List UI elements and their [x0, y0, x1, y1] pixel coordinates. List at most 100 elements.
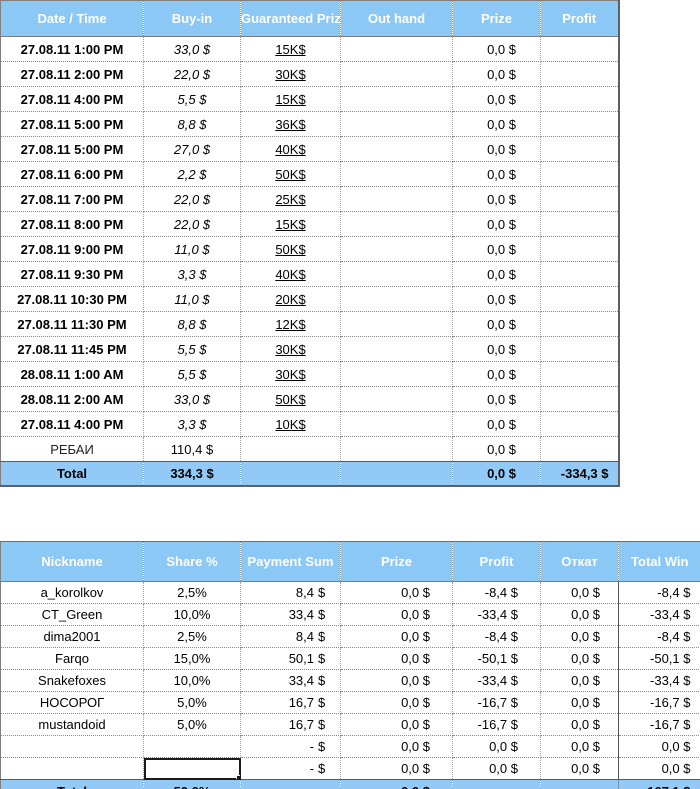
guarantee-link[interactable]: 12K$ — [275, 316, 306, 332]
cell-total-win[interactable]: -33,4 $ — [618, 669, 700, 692]
cell-prize[interactable]: 0,0 $ — [340, 691, 453, 714]
rebuy-row[interactable]: РЕБАИ 110,4 $ 0,0 $ — [0, 436, 619, 462]
cell-buy-in[interactable]: 5,5 $ — [143, 361, 241, 387]
cell-rebuy-prize[interactable]: 0,0 $ — [452, 436, 541, 462]
cell-guaranteed-prize[interactable]: 20K$ — [240, 286, 341, 312]
cell-date-time[interactable]: 27.08.11 2:00 PM — [0, 61, 144, 87]
cell-nickname[interactable]: mustandoid — [0, 713, 144, 736]
cell-buy-in[interactable]: 33,0 $ — [143, 36, 241, 62]
cell-out-hand[interactable] — [340, 311, 453, 337]
table-row[interactable]: - $ 0,0 $ 0,0 $ 0,0 $ 0,0 $ — [0, 735, 700, 758]
cell-otkat[interactable]: 0,0 $ — [540, 669, 619, 692]
table-row[interactable]: 27.08.11 5:00 PM 8,8 $ 36K$ 0,0 $ — [0, 111, 619, 137]
cell-rebuy-amount[interactable]: 110,4 $ — [143, 436, 241, 462]
cell-total-otkat[interactable] — [540, 779, 619, 789]
cell-out-hand[interactable] — [340, 36, 453, 62]
cell-profit[interactable]: -16,7 $ — [452, 713, 541, 736]
cell-out-hand[interactable] — [340, 61, 453, 87]
cell-buy-in[interactable]: 2,2 $ — [143, 161, 241, 187]
guarantee-link[interactable]: 15K$ — [275, 41, 306, 57]
cell-guaranteed-prize[interactable]: 30K$ — [240, 336, 341, 362]
guarantee-link[interactable]: 30K$ — [275, 341, 306, 357]
table-row[interactable]: 28.08.11 1:00 AM 5,5 $ 30K$ 0,0 $ — [0, 361, 619, 387]
cell-buy-in[interactable]: 8,8 $ — [143, 111, 241, 137]
cell-total-win[interactable]: -8,4 $ — [618, 581, 700, 604]
cell-date-time[interactable]: 28.08.11 1:00 AM — [0, 361, 144, 387]
cell-out-hand[interactable] — [340, 211, 453, 237]
cell-otkat[interactable]: 0,0 $ — [540, 603, 619, 626]
col-header-date-time[interactable]: Date / Time — [0, 0, 144, 37]
cell-share[interactable]: 10,0% — [143, 669, 241, 692]
cell-total-win[interactable]: -16,7 $ — [618, 713, 700, 736]
cell-payment-sum[interactable]: 8,4 $ — [240, 625, 341, 648]
cell-out-hand[interactable] — [340, 161, 453, 187]
cell-prize[interactable]: 0,0 $ — [452, 186, 541, 212]
cell-buy-in[interactable]: 22,0 $ — [143, 211, 241, 237]
cell-date-time[interactable]: 27.08.11 11:30 PM — [0, 311, 144, 337]
cell-guaranteed-prize[interactable]: 50K$ — [240, 236, 341, 262]
col-header-out-hand[interactable]: Out hand — [340, 0, 453, 37]
cell-profit[interactable] — [540, 336, 619, 362]
cell-total-win[interactable]: -33,4 $ — [618, 603, 700, 626]
cell-profit[interactable]: 0,0 $ — [452, 735, 541, 758]
cell-prize[interactable]: 0,0 $ — [340, 669, 453, 692]
cell-profit[interactable] — [540, 111, 619, 137]
cell-date-time[interactable]: 27.08.11 5:00 PM — [0, 111, 144, 137]
cell-guaranteed-prize[interactable]: 10K$ — [240, 411, 341, 437]
cell-profit[interactable]: -16,7 $ — [452, 691, 541, 714]
table-row[interactable]: 28.08.11 2:00 AM 33,0 $ 50K$ 0,0 $ — [0, 386, 619, 412]
cell-profit[interactable] — [540, 311, 619, 337]
table-row[interactable]: - $ 0,0 $ 0,0 $ 0,0 $ 0,0 $ — [0, 757, 700, 780]
cell-payment-sum[interactable]: - $ — [240, 735, 341, 758]
cell-buy-in[interactable]: 11,0 $ — [143, 286, 241, 312]
cell-profit[interactable] — [540, 61, 619, 87]
table-row[interactable]: 27.08.11 7:00 PM 22,0 $ 25K$ 0,0 $ — [0, 186, 619, 212]
player-shares-table[interactable]: Nickname Share % Payment Sum Prize Profi… — [0, 541, 700, 789]
col-header-prize[interactable]: Prize — [452, 0, 541, 37]
cell-guaranteed-prize[interactable]: 50K$ — [240, 386, 341, 412]
guarantee-link[interactable]: 50K$ — [275, 241, 306, 257]
cell-otkat[interactable]: 0,0 $ — [540, 713, 619, 736]
table-row[interactable]: 27.08.11 1:00 PM 33,0 $ 15K$ 0,0 $ — [0, 36, 619, 62]
cell-buy-in[interactable]: 22,0 $ — [143, 61, 241, 87]
cell-date-time[interactable]: 27.08.11 4:00 PM — [0, 411, 144, 437]
cell-date-time[interactable]: 27.08.11 10:30 PM — [0, 286, 144, 312]
col-header-otkat[interactable]: Откат — [540, 541, 619, 582]
cell-out-hand[interactable] — [340, 186, 453, 212]
cell-guaranteed-prize[interactable]: 15K$ — [240, 211, 341, 237]
table-row[interactable]: CT_Green 10,0% 33,4 $ 0,0 $ -33,4 $ 0,0 $… — [0, 603, 700, 626]
cell-prize[interactable]: 0,0 $ — [452, 111, 541, 137]
table-row[interactable]: 27.08.11 9:00 PM 11,0 $ 50K$ 0,0 $ — [0, 236, 619, 262]
cell-prize[interactable]: 0,0 $ — [340, 735, 453, 758]
cell-nickname[interactable]: Snakefoxes — [0, 669, 144, 692]
cell-date-time[interactable]: 27.08.11 9:30 PM — [0, 261, 144, 287]
cell-profit[interactable] — [540, 236, 619, 262]
tournament-schedule-table[interactable]: Date / Time Buy-in Guaranteed Prize Out … — [0, 0, 620, 487]
cell-profit[interactable]: 0,0 $ — [452, 757, 541, 780]
cell-out-hand[interactable] — [340, 136, 453, 162]
cell-profit[interactable] — [540, 286, 619, 312]
cell-payment-sum[interactable]: 33,4 $ — [240, 603, 341, 626]
cell-profit[interactable] — [540, 186, 619, 212]
cell-out-hand[interactable] — [340, 411, 453, 437]
cell-payment-sum[interactable]: - $ — [240, 757, 341, 780]
cell-out-hand[interactable] — [340, 386, 453, 412]
cell-prize[interactable]: 0,0 $ — [452, 261, 541, 287]
guarantee-link[interactable]: 15K$ — [275, 216, 306, 232]
col-header-payment-sum[interactable]: Payment Sum — [240, 541, 341, 582]
cell-rebuy-out-hand[interactable] — [340, 436, 453, 462]
cell-buy-in[interactable]: 3,3 $ — [143, 261, 241, 287]
cell-profit[interactable] — [540, 261, 619, 287]
cell-prize[interactable]: 0,0 $ — [452, 86, 541, 112]
cell-prize[interactable]: 0,0 $ — [452, 136, 541, 162]
cell-profit[interactable] — [540, 161, 619, 187]
cell-payment-sum[interactable]: 16,7 $ — [240, 691, 341, 714]
cell-guaranteed-prize[interactable]: 15K$ — [240, 86, 341, 112]
cell-share[interactable]: 15,0% — [143, 647, 241, 670]
table-row[interactable]: Snakefoxes 10,0% 33,4 $ 0,0 $ -33,4 $ 0,0… — [0, 669, 700, 692]
table-row[interactable]: 27.08.11 11:30 PM 8,8 $ 12K$ 0,0 $ — [0, 311, 619, 337]
table-row[interactable]: 27.08.11 5:00 PM 27,0 $ 40K$ 0,0 $ — [0, 136, 619, 162]
cell-total-total-win[interactable]: -167,1 $ — [618, 779, 700, 789]
cell-prize[interactable]: 0,0 $ — [452, 61, 541, 87]
cell-total-win[interactable]: -8,4 $ — [618, 625, 700, 648]
